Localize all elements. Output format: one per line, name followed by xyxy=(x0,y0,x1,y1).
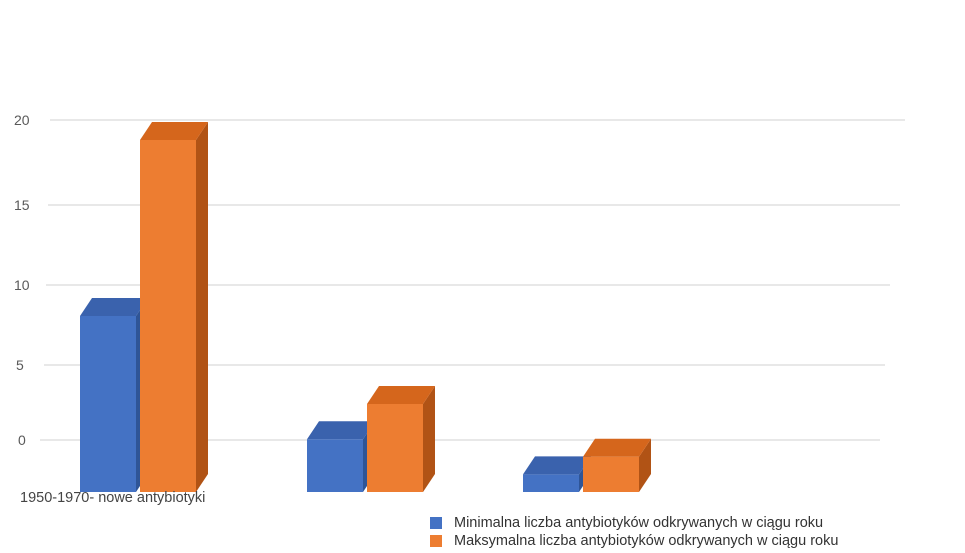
bar-top xyxy=(140,122,208,140)
bar-side xyxy=(196,122,208,492)
bar-side xyxy=(423,386,435,492)
y-tick-labels: 20 15 10 5 0 xyxy=(14,112,30,448)
bar-min-2 xyxy=(523,456,591,492)
bar-side xyxy=(639,438,651,492)
bar-top xyxy=(80,298,148,316)
bar-front xyxy=(140,140,196,492)
legend-swatch-min xyxy=(430,517,442,529)
bar-min-0 xyxy=(80,298,148,492)
bar-front xyxy=(307,439,363,492)
legend-item-max: Maksymalna liczba antybiotyków odkrywany… xyxy=(430,532,838,550)
y-tick-label: 20 xyxy=(14,112,30,128)
bar-max-1 xyxy=(367,386,435,492)
legend-item-min: Minimalna liczba antybiotyków odkrywanyc… xyxy=(430,514,838,532)
y-tick-label: 0 xyxy=(18,432,26,448)
category-label-0: 1950-1970- nowe antybiotyki xyxy=(20,490,206,506)
bar-front xyxy=(523,474,579,492)
legend: Minimalna liczba antybiotyków odkrywanyc… xyxy=(430,514,838,550)
bar-min-1 xyxy=(307,421,375,492)
y-tick-label: 10 xyxy=(14,277,30,293)
bar-front xyxy=(367,404,423,492)
legend-label-max: Maksymalna liczba antybiotyków odkrywany… xyxy=(454,533,839,549)
bar-top xyxy=(583,438,651,457)
bar-max-0 xyxy=(140,122,208,492)
bar-top xyxy=(367,386,435,404)
legend-swatch-max xyxy=(430,535,442,547)
y-tick-label: 15 xyxy=(14,197,30,213)
y-tick-label: 5 xyxy=(16,357,24,373)
bars xyxy=(80,122,651,492)
bar-max-2 xyxy=(583,438,651,492)
bar-top xyxy=(307,421,375,440)
bar-top xyxy=(523,456,591,475)
legend-label-min: Minimalna liczba antybiotyków odkrywanyc… xyxy=(454,515,824,531)
bar-front xyxy=(583,456,639,492)
bar-front xyxy=(80,316,136,492)
